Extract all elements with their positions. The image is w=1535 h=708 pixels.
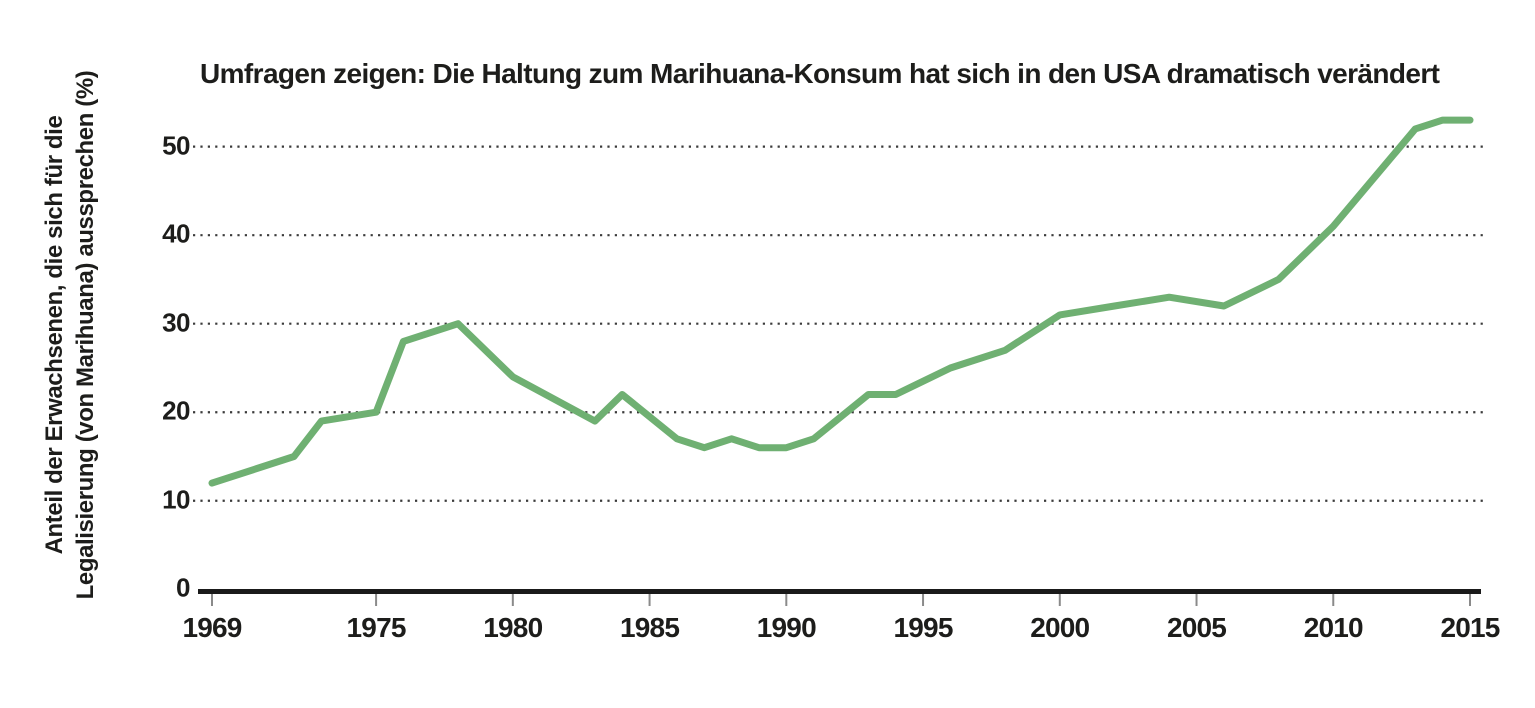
y-tick-label-10: 10 xyxy=(162,484,190,515)
x-tick-label-1985: 1985 xyxy=(620,612,680,643)
x-tick-label-2015: 2015 xyxy=(1440,612,1500,643)
y-tick-label-30: 30 xyxy=(162,306,190,337)
x-tick-label-1980: 1980 xyxy=(483,612,543,643)
support-trend-line xyxy=(208,116,1474,487)
x-tick-label-2005: 2005 xyxy=(1166,612,1227,643)
x-tick-label-2000: 2000 xyxy=(1030,612,1090,643)
chart-title: Umfragen zeigen: Die Haltung zum Marihua… xyxy=(200,58,1440,89)
y-tick-label-40: 40 xyxy=(162,218,190,249)
x-tick-label-1969: 1969 xyxy=(182,612,242,643)
x-tick-label-1990: 1990 xyxy=(756,612,817,643)
x-tick-label-2010: 2010 xyxy=(1303,612,1364,643)
x-tick-label-1975: 1975 xyxy=(346,612,407,643)
y-tick-label-50: 50 xyxy=(162,129,190,160)
y-tick-label-0: 0 xyxy=(176,572,190,603)
x-tick-label-1995: 1995 xyxy=(893,612,954,643)
y-tick-label-20: 20 xyxy=(162,395,190,426)
